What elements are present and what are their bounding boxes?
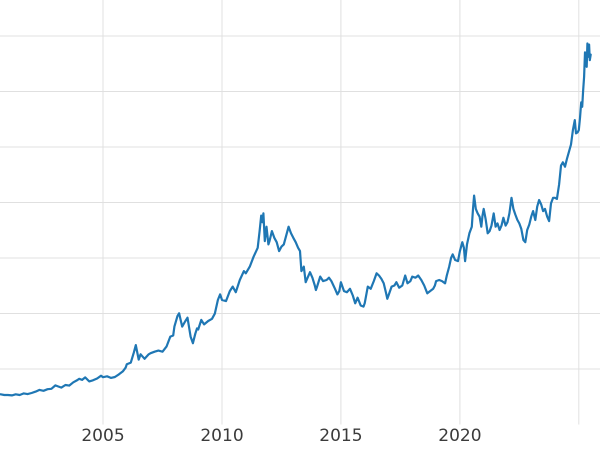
price-series-line: [0, 42, 592, 397]
x-tick-label: 2010: [200, 426, 244, 446]
x-tick-label: 2020: [438, 426, 482, 446]
x-tick-label: 2015: [319, 426, 363, 446]
x-tick-label: 2005: [81, 426, 125, 446]
gridlines: [0, 0, 600, 425]
